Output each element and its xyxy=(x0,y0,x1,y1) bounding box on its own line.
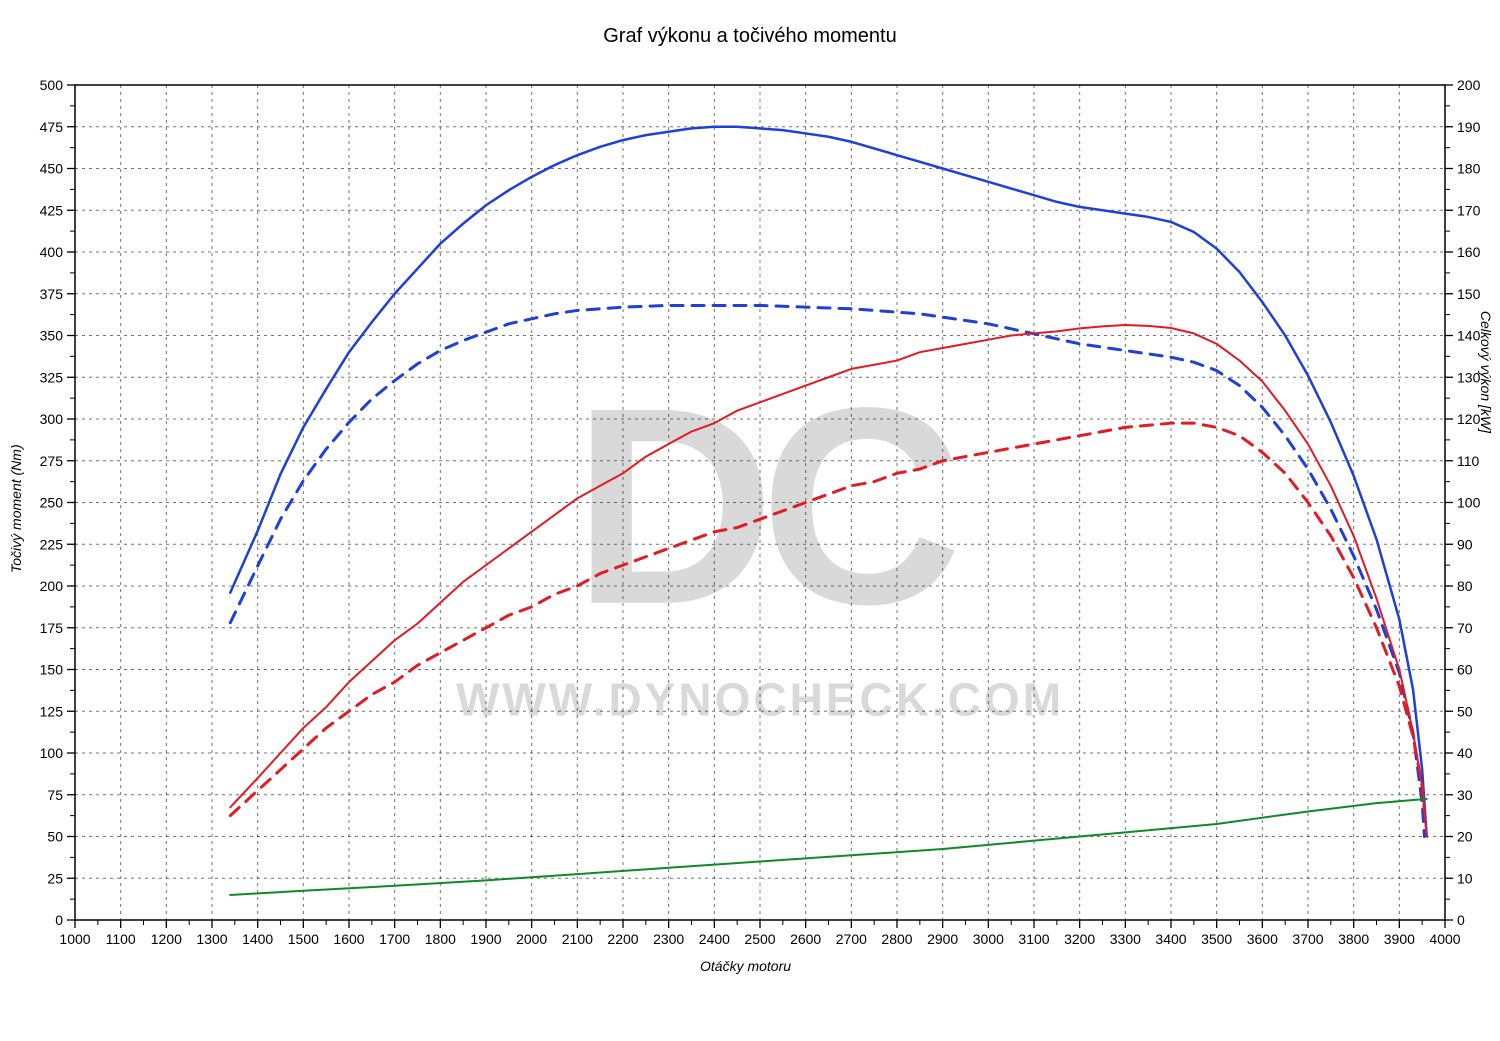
svg-text:2700: 2700 xyxy=(836,931,867,947)
svg-text:2200: 2200 xyxy=(607,931,638,947)
svg-text:150: 150 xyxy=(1457,286,1481,302)
svg-text:3400: 3400 xyxy=(1155,931,1186,947)
svg-text:1000: 1000 xyxy=(59,931,90,947)
svg-text:3500: 3500 xyxy=(1201,931,1232,947)
svg-text:120: 120 xyxy=(1457,411,1481,427)
svg-text:3600: 3600 xyxy=(1247,931,1278,947)
svg-text:50: 50 xyxy=(1457,703,1473,719)
svg-text:375: 375 xyxy=(40,286,64,302)
svg-text:350: 350 xyxy=(40,328,64,344)
svg-text:2800: 2800 xyxy=(881,931,912,947)
svg-text:0: 0 xyxy=(1457,912,1465,928)
svg-text:1800: 1800 xyxy=(425,931,456,947)
svg-text:450: 450 xyxy=(40,161,64,177)
svg-text:1300: 1300 xyxy=(196,931,227,947)
svg-text:2000: 2000 xyxy=(516,931,547,947)
svg-text:170: 170 xyxy=(1457,202,1481,218)
series-loss-power xyxy=(230,799,1426,895)
svg-text:325: 325 xyxy=(40,369,64,385)
svg-text:90: 90 xyxy=(1457,536,1473,552)
svg-text:2600: 2600 xyxy=(790,931,821,947)
svg-text:110: 110 xyxy=(1457,453,1480,469)
svg-text:80: 80 xyxy=(1457,578,1473,594)
svg-text:3000: 3000 xyxy=(973,931,1004,947)
svg-text:275: 275 xyxy=(40,453,64,469)
svg-text:300: 300 xyxy=(40,411,64,427)
chart-svg: DCWWW.DYNOCHECK.COM100011001200130014001… xyxy=(0,0,1500,1041)
dyno-chart: Graf výkonu a točivého momentu Otáčky mo… xyxy=(0,0,1500,1041)
svg-text:400: 400 xyxy=(40,244,64,260)
svg-text:150: 150 xyxy=(40,662,64,678)
svg-text:3900: 3900 xyxy=(1384,931,1415,947)
svg-text:30: 30 xyxy=(1457,787,1473,803)
svg-text:1500: 1500 xyxy=(288,931,319,947)
svg-text:1600: 1600 xyxy=(333,931,364,947)
svg-text:1400: 1400 xyxy=(242,931,273,947)
svg-text:0: 0 xyxy=(55,912,63,928)
svg-text:200: 200 xyxy=(1457,77,1481,93)
svg-text:200: 200 xyxy=(40,578,64,594)
svg-text:425: 425 xyxy=(40,202,64,218)
svg-text:10: 10 xyxy=(1457,870,1473,886)
svg-text:25: 25 xyxy=(47,870,63,886)
svg-text:20: 20 xyxy=(1457,829,1473,845)
svg-text:60: 60 xyxy=(1457,662,1473,678)
svg-text:3700: 3700 xyxy=(1292,931,1323,947)
svg-text:180: 180 xyxy=(1457,161,1481,177)
svg-text:1900: 1900 xyxy=(470,931,501,947)
svg-text:3300: 3300 xyxy=(1110,931,1141,947)
svg-text:225: 225 xyxy=(40,536,64,552)
svg-text:DC: DC xyxy=(573,351,957,663)
svg-text:250: 250 xyxy=(40,495,64,511)
svg-text:100: 100 xyxy=(40,745,64,761)
svg-text:125: 125 xyxy=(40,703,64,719)
svg-text:3100: 3100 xyxy=(1018,931,1049,947)
svg-text:500: 500 xyxy=(40,77,64,93)
svg-text:70: 70 xyxy=(1457,620,1473,636)
svg-text:2300: 2300 xyxy=(653,931,684,947)
svg-text:4000: 4000 xyxy=(1429,931,1460,947)
svg-text:475: 475 xyxy=(40,119,64,135)
svg-text:2900: 2900 xyxy=(927,931,958,947)
svg-text:3800: 3800 xyxy=(1338,931,1369,947)
svg-text:190: 190 xyxy=(1457,119,1481,135)
svg-text:100: 100 xyxy=(1457,495,1481,511)
svg-text:3200: 3200 xyxy=(1064,931,1095,947)
svg-text:75: 75 xyxy=(47,787,63,803)
svg-text:50: 50 xyxy=(47,829,63,845)
svg-text:1100: 1100 xyxy=(106,931,136,947)
svg-text:1200: 1200 xyxy=(151,931,182,947)
svg-text:140: 140 xyxy=(1457,328,1481,344)
svg-text:40: 40 xyxy=(1457,745,1473,761)
svg-text:2400: 2400 xyxy=(699,931,730,947)
svg-text:160: 160 xyxy=(1457,244,1481,260)
svg-text:2500: 2500 xyxy=(744,931,775,947)
svg-text:175: 175 xyxy=(40,620,64,636)
svg-text:1700: 1700 xyxy=(379,931,410,947)
svg-text:2100: 2100 xyxy=(562,931,593,947)
svg-text:130: 130 xyxy=(1457,369,1481,385)
